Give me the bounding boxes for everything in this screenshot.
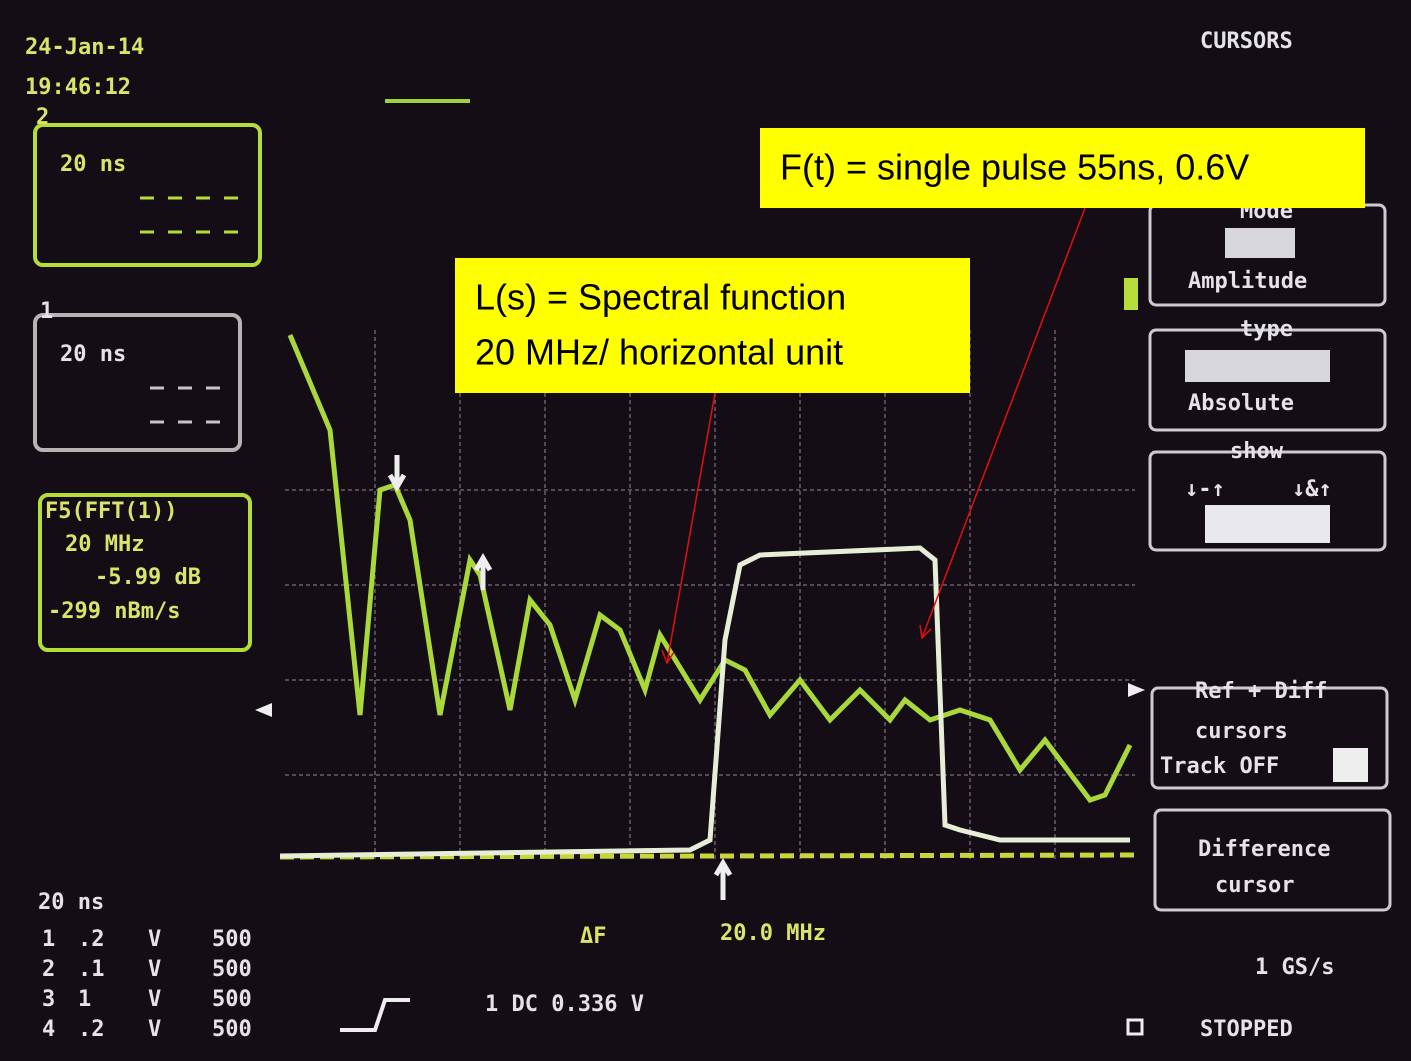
channel-scale: .2 xyxy=(78,1017,105,1042)
show-title: show xyxy=(1230,439,1284,464)
type-title: type xyxy=(1240,317,1293,342)
show-option: ↓&↑ xyxy=(1292,477,1332,502)
channel-id: 2 xyxy=(42,957,55,982)
math-level: -5.99 dB xyxy=(95,565,201,590)
channel-scale: .1 xyxy=(78,957,105,982)
channel-unit: V xyxy=(148,987,161,1012)
timebase: 20 ns xyxy=(38,890,104,915)
channel-bandwidth: 500 xyxy=(212,987,252,1012)
selection xyxy=(1185,350,1330,382)
menu-text: Difference xyxy=(1198,837,1330,862)
menu-text: Track OFF xyxy=(1160,754,1279,779)
channel-id: 1 xyxy=(42,927,55,952)
annotation: L(s) = Spectral function xyxy=(475,277,846,318)
channel-unit: V xyxy=(148,927,161,952)
channel-id: 3 xyxy=(42,987,55,1012)
channel-unit: V xyxy=(148,957,161,982)
selection xyxy=(1205,505,1330,543)
channel-bandwidth: 500 xyxy=(212,957,252,982)
channel-number: 1 xyxy=(40,299,53,324)
menu-text: Ref + Diff xyxy=(1195,679,1327,704)
type-value: Absolute xyxy=(1188,391,1294,416)
menu-title: CURSORS xyxy=(1200,29,1293,54)
math-function: F5(FFT(1)) xyxy=(45,499,177,524)
show-option: ↓-↑ xyxy=(1185,477,1225,502)
oscilloscope-screen: 24-Jan-14 19:46:12 CURSORS 2 20 ns 1 20 … xyxy=(0,0,1411,1061)
channel-timebase: 20 ns xyxy=(60,342,126,367)
menu-text: cursors xyxy=(1195,719,1288,744)
channel-bandwidth: 500 xyxy=(212,1017,252,1042)
delta-label: ΔF xyxy=(580,924,607,949)
mode-value: Amplitude xyxy=(1188,269,1307,294)
channel-bandwidth: 500 xyxy=(212,927,252,952)
menu-text: cursor xyxy=(1215,873,1294,898)
sample-rate: 1 GS/s xyxy=(1255,955,1334,980)
channel-unit: V xyxy=(148,1017,161,1042)
time: 19:46:12 xyxy=(25,75,131,100)
channel-scale: 1 xyxy=(78,987,91,1012)
trigger-marker xyxy=(1124,278,1138,310)
annotation: 20 MHz/ horizontal unit xyxy=(475,332,843,373)
acquisition-state: STOPPED xyxy=(1200,1017,1293,1042)
channel-timebase: 20 ns xyxy=(60,152,126,177)
delta-value: 20.0 MHz xyxy=(720,921,826,946)
channel-id: 4 xyxy=(42,1017,55,1042)
math-rate: -299 nBm/s xyxy=(48,599,180,624)
date: 24-Jan-14 xyxy=(25,35,144,60)
channel-number: 2 xyxy=(36,105,49,130)
math-scale: 20 MHz xyxy=(65,532,144,557)
annotation: F(t) = single pulse 55ns, 0.6V xyxy=(780,147,1249,188)
selection xyxy=(1225,228,1295,258)
checkbox[interactable] xyxy=(1333,748,1368,782)
trigger-level: 1 DC 0.336 V xyxy=(485,992,644,1017)
channel-scale: .2 xyxy=(78,927,105,952)
